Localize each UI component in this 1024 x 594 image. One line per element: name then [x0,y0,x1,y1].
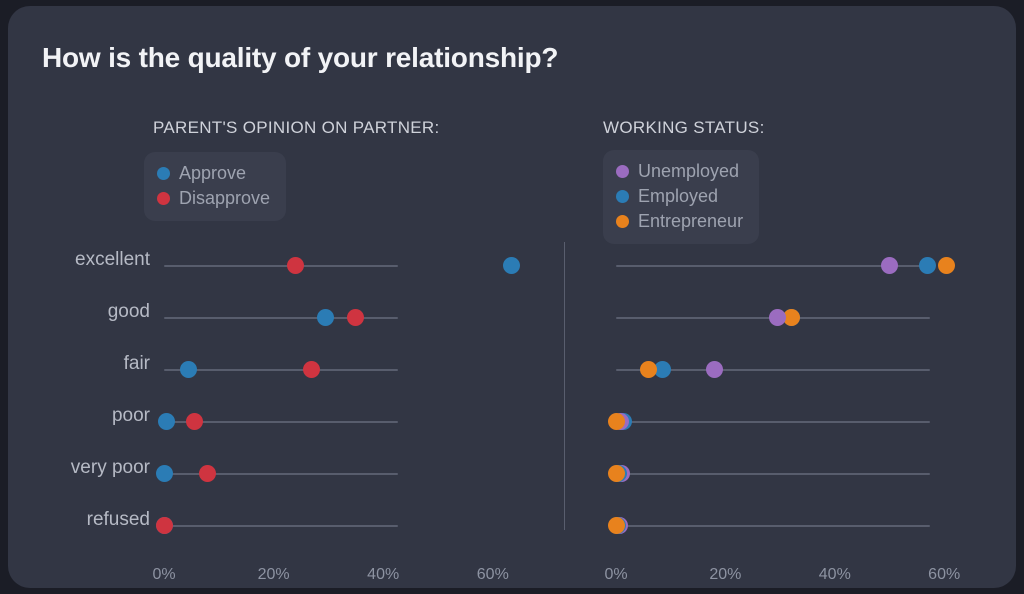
row-baseline [616,265,930,267]
data-point[interactable] [768,309,786,326]
x-axis-tick-label: 0% [604,566,628,583]
data-point[interactable] [919,257,937,274]
legend-swatch-icon [157,167,170,180]
data-point[interactable] [155,517,173,534]
row-baseline [164,473,398,475]
data-point[interactable] [180,361,198,378]
chart-row [573,500,993,552]
x-axis-tick-label: 20% [709,566,742,583]
legend-item-label: Approve [179,163,247,183]
row-baseline [164,265,398,267]
legend-item-label: Employed [638,186,719,206]
data-point[interactable] [881,257,898,274]
category-label: good [107,301,150,322]
x-axis-tick-label: 60% [476,566,509,583]
row-baseline [616,473,930,475]
legend-item[interactable]: Approve [157,161,270,186]
chart-row [573,344,993,396]
data-point[interactable] [317,309,335,326]
x-axis-tick-label: 40% [367,566,400,583]
legend-item[interactable]: Disapprove [157,186,270,211]
row-baseline [164,317,398,319]
chart-row [573,240,993,292]
row-baseline [616,421,930,423]
chart-row: fair [40,344,560,396]
chart-card: How is the quality of your relationship?… [8,6,1016,588]
data-point[interactable] [782,309,800,326]
x-axis-tick-label: 20% [257,566,290,583]
row-baseline [164,525,398,527]
data-point[interactable] [287,257,305,274]
x-axis-tick-label: 0% [152,566,176,583]
row-baseline [164,369,398,371]
chart-row: very poor [40,448,560,500]
data-point[interactable] [158,413,176,430]
row-baseline [164,421,398,423]
legend-item-label: Entrepreneur [638,211,744,231]
panel-heading: PARENT'S OPINION ON PARTNER: [153,118,440,137]
chart-row: poor [40,396,560,448]
panel-heading: WORKING STATUS: [603,118,765,137]
row-baseline [616,369,930,371]
data-point[interactable] [607,465,625,482]
x-axis: 0% 20% 40% 60% [573,566,993,588]
panel-divider [564,242,565,530]
legend-item-label: Unemployed [638,161,740,181]
data-point[interactable] [653,361,671,378]
data-point[interactable] [347,309,365,326]
data-point[interactable] [503,257,521,274]
category-label: refused [86,509,150,530]
chart-row: refused [40,500,560,552]
category-label: very poor [70,457,150,478]
legend-swatch-icon [616,165,629,178]
legend-item[interactable]: Unemployed [616,159,743,184]
plot-working-status: 0% 20% 40% 60% [573,240,993,583]
legend-item[interactable]: Employed [616,184,743,209]
data-point[interactable] [705,361,723,378]
legend-parents-opinion: Approve Disapprove [144,152,287,221]
category-label: excellent [75,249,150,270]
data-point[interactable] [155,465,173,482]
x-axis: 0% 20% 40% 60% [40,566,560,588]
x-axis-tick-label: 40% [818,566,851,583]
chart-row: good [40,292,560,344]
chart-row [573,396,993,448]
data-point[interactable] [640,361,658,378]
data-point[interactable] [607,517,625,534]
chart-row [573,292,993,344]
legend-item[interactable]: Entrepreneur [616,209,743,234]
data-point[interactable] [199,465,217,482]
chart-row: excellent [40,240,560,292]
plot-parents-opinion: excellent good fair poor very poor refused 0% 2… [40,240,560,583]
data-point[interactable] [303,361,321,378]
row-baseline [616,525,930,527]
chart-row [573,448,993,500]
legend-swatch-icon [157,192,170,205]
data-point[interactable] [607,413,625,430]
page-title: How is the quality of your relationship? [42,42,559,73]
legend-item-label: Disapprove [179,188,271,208]
x-axis-tick-label: 60% [928,566,961,583]
data-point[interactable] [185,413,203,430]
legend-swatch-icon [616,190,629,203]
data-point[interactable] [938,257,956,274]
legend-swatch-icon [616,215,629,228]
category-label: fair [123,353,150,374]
legend-working-status: Unemployed Employed Entrepreneur [603,150,760,244]
category-label: poor [111,405,150,426]
